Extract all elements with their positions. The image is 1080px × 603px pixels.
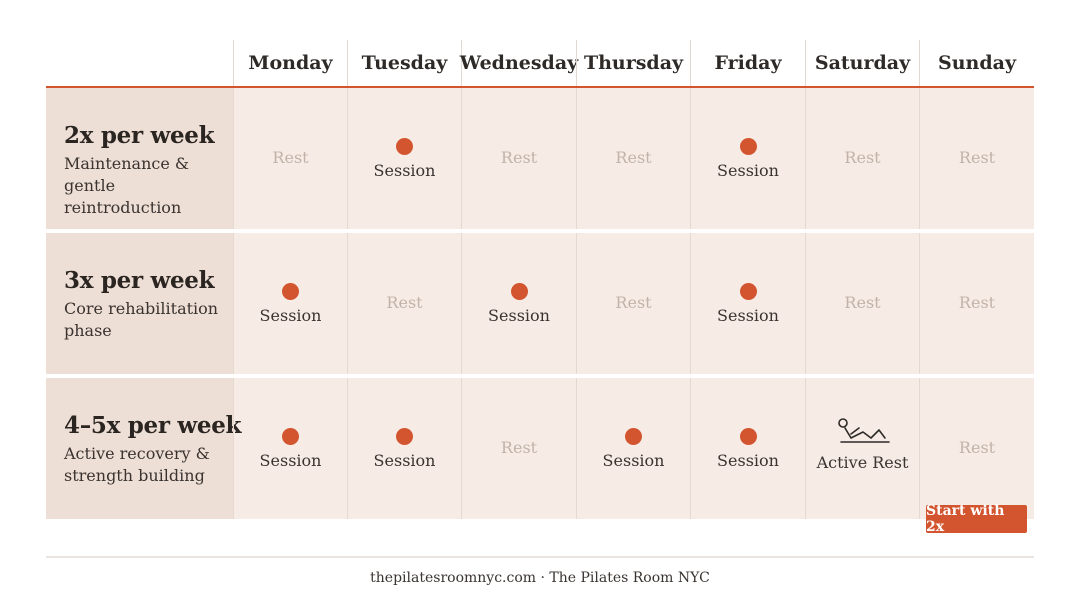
- cell-wednesday: Rest: [461, 88, 576, 229]
- cell-thursday: Rest: [576, 233, 690, 374]
- cell-wednesday: Session: [461, 233, 576, 374]
- rest-label: Rest: [500, 438, 538, 457]
- cell-monday: Rest: [233, 88, 347, 229]
- cell-sunday: Rest: [919, 88, 1034, 229]
- cell-sunday: Rest: [919, 233, 1034, 374]
- row-label: 3x per week Core rehabilitation phase: [46, 233, 233, 374]
- schedule-header: Monday Tuesday Wednesday Thursday Friday…: [46, 40, 1034, 88]
- session-dot-icon: [625, 428, 642, 445]
- session-label: Session: [717, 161, 779, 180]
- cell-tuesday: Rest: [347, 233, 461, 374]
- session-dot-icon: [396, 138, 413, 155]
- cell-monday: Session: [233, 378, 347, 519]
- session-label: Session: [259, 306, 322, 325]
- session-label: Session: [488, 306, 550, 325]
- rest-label: Rest: [615, 148, 652, 167]
- session-dot-icon: [739, 138, 757, 155]
- rest-label: Rest: [844, 293, 881, 312]
- rest-label: Rest: [272, 148, 309, 167]
- row-label: 2x per week Maintenance & gentle reintrod…: [46, 88, 233, 229]
- reclining-figure-icon: [838, 418, 890, 443]
- session-label: Session: [602, 451, 665, 470]
- rest-label: Rest: [844, 148, 881, 167]
- footer-divider: [46, 556, 1034, 558]
- cell-thursday: Rest: [576, 88, 690, 229]
- frequency-description: Core rehabilitation phase: [64, 299, 219, 340]
- cell-monday: Session: [233, 233, 347, 374]
- session-label: Session: [717, 306, 779, 325]
- frequency-description: Active recovery & strength building: [64, 444, 210, 485]
- session-dot-icon: [739, 283, 757, 300]
- rest-label: Rest: [500, 148, 538, 167]
- session-label: Session: [717, 451, 779, 470]
- cell-friday: Session: [690, 88, 805, 229]
- cell-wednesday: Rest: [461, 378, 576, 519]
- frequency-title: 3x per week: [64, 267, 215, 294]
- session-dot-icon: [396, 428, 413, 445]
- frequency-title: 2x per week: [64, 122, 215, 149]
- session-label: Session: [373, 451, 436, 470]
- rest-label: Rest: [958, 438, 996, 457]
- rest-label: Rest: [386, 293, 423, 312]
- cell-saturday: Rest: [805, 233, 919, 374]
- cell-saturday: Active Rest: [805, 378, 919, 519]
- rest-label: Rest: [958, 293, 996, 312]
- day-header-thursday: Thursday: [576, 40, 690, 86]
- session-dot-icon: [282, 283, 299, 300]
- cell-saturday: Rest: [805, 88, 919, 229]
- cell-friday: Session: [690, 378, 805, 519]
- session-label: Session: [373, 161, 436, 180]
- schedule-row: 4–5x per week Active recovery & strength …: [46, 378, 1034, 519]
- active-rest-label: Active Rest: [816, 453, 909, 472]
- day-header-sunday: Sunday: [919, 40, 1034, 86]
- day-header-friday: Friday: [690, 40, 805, 86]
- cell-thursday: Session: [576, 378, 690, 519]
- rest-label: Rest: [615, 293, 652, 312]
- footer-text: thepilatesroomnyc.com · The Pilates Room…: [370, 570, 710, 586]
- start-with-2x-badge[interactable]: Start with 2x: [926, 503, 1027, 535]
- schedule-row: 3x per week Core rehabilitation phase Sess…: [46, 233, 1034, 374]
- cell-sunday: Rest: [919, 378, 1034, 519]
- schedule-row: 2x per week Maintenance & gentle reintrod…: [46, 88, 1034, 229]
- cell-friday: Session: [690, 233, 805, 374]
- session-label: Session: [259, 451, 322, 470]
- day-header-wednesday: Wednesday: [460, 40, 578, 86]
- frequency-title: 4–5x per week: [64, 412, 242, 439]
- frequency-description: Maintenance & gentle reintroduction: [64, 154, 190, 217]
- rest-label: Rest: [958, 148, 996, 167]
- session-dot-icon: [739, 428, 757, 445]
- cell-tuesday: Session: [347, 378, 461, 519]
- session-dot-icon: [282, 428, 299, 445]
- cell-tuesday: Session: [347, 88, 461, 229]
- row-label: 4–5x per week Active recovery & strength …: [46, 378, 242, 519]
- session-dot-icon: [510, 283, 528, 300]
- day-header-tuesday: Tuesday: [347, 40, 461, 86]
- day-header-saturday: Saturday: [805, 40, 919, 86]
- day-header-monday: Monday: [233, 40, 347, 86]
